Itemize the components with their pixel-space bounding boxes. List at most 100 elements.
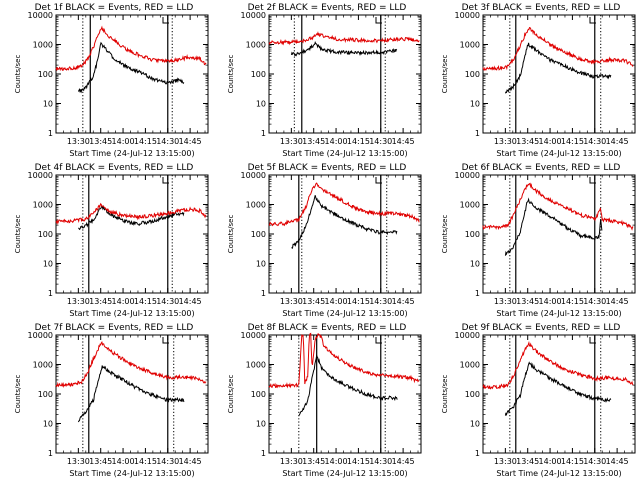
y-axis-label: Counts/sec xyxy=(14,55,22,94)
series-events-line xyxy=(77,41,185,94)
y-tick-label: 1000 xyxy=(460,41,480,50)
y-tick-label: 10000 xyxy=(241,331,266,340)
y-tick-label: 100 xyxy=(251,390,266,399)
x-tick-label: 14:00 xyxy=(112,457,135,466)
y-tick-label: 1 xyxy=(261,449,266,458)
x-tick-label: 14:00 xyxy=(325,137,348,146)
x-tick-label: 14:45 xyxy=(179,137,202,146)
y-tick-label: 1 xyxy=(261,129,266,138)
series-lld-line xyxy=(55,341,207,389)
x-tick-label: 14:45 xyxy=(392,457,415,466)
x-axis-label: Start Time (24-Jul-12 13:15:00) xyxy=(69,309,194,318)
y-tick-label: 10000 xyxy=(455,171,480,180)
y-tick-label: 10 xyxy=(470,260,480,269)
y-tick-label: 1 xyxy=(48,129,53,138)
x-tick-label: 14:15 xyxy=(134,297,157,306)
series-lld-line xyxy=(268,31,420,46)
y-tick-label: 1 xyxy=(48,449,53,458)
x-tick-label: 13:45 xyxy=(302,457,325,466)
x-axis-label: Start Time (24-Jul-12 13:15:00) xyxy=(282,469,407,478)
series-events-line xyxy=(291,195,398,249)
panel-title: Det 3f BLACK = Events, RED = LLD xyxy=(462,3,621,13)
series-lld-line xyxy=(55,202,207,225)
series-events-line xyxy=(77,365,185,423)
x-tick-label: 14:00 xyxy=(112,297,135,306)
x-tick-label: 14:15 xyxy=(347,137,370,146)
x-axis-label: Start Time (24-Jul-12 13:15:00) xyxy=(496,149,621,158)
chart-panel-6: Det 6f BLACK = Events, RED = LLD Counts/s… xyxy=(441,163,636,318)
x-tick-label: 14:45 xyxy=(392,297,415,306)
y-tick-label: 1 xyxy=(475,289,480,298)
x-tick-label: 14:15 xyxy=(561,137,584,146)
corner-marker xyxy=(162,17,169,24)
panel-grid: Det 1f BLACK = Events, RED = LLD Counts/s… xyxy=(14,3,636,478)
corner-marker xyxy=(589,177,596,184)
y-tick-label: 10 xyxy=(256,420,266,429)
x-tick-label: 13:30 xyxy=(280,137,303,146)
x-tick-label: 14:00 xyxy=(539,297,562,306)
corner-marker xyxy=(162,337,169,344)
y-tick-label: 1000 xyxy=(33,41,53,50)
y-tick-label: 1000 xyxy=(246,201,266,210)
chart-panel-3: Det 3f BLACK = Events, RED = LLD Counts/s… xyxy=(441,3,636,158)
x-tick-label: 13:30 xyxy=(494,457,517,466)
x-axis-label: Start Time (24-Jul-12 13:15:00) xyxy=(69,469,194,478)
x-tick-label: 14:30 xyxy=(583,137,606,146)
corner-marker xyxy=(589,337,596,344)
x-tick-label: 13:30 xyxy=(494,297,517,306)
x-tick-label: 13:30 xyxy=(280,297,303,306)
y-axis-label: Counts/sec xyxy=(227,55,235,94)
chart-panel-2: Det 2f BLACK = Events, RED = LLD Counts/s… xyxy=(227,3,422,158)
series-lld-line xyxy=(55,25,207,72)
y-tick-label: 10 xyxy=(470,100,480,109)
y-tick-label: 1000 xyxy=(246,41,266,50)
x-tick-label: 14:15 xyxy=(561,457,584,466)
chart-panel-5: Det 5f BLACK = Events, RED = LLD Counts/s… xyxy=(227,163,422,318)
x-tick-label: 13:30 xyxy=(67,457,90,466)
x-tick-label: 14:45 xyxy=(606,137,629,146)
series-events-line xyxy=(504,197,603,256)
x-tick-label: 14:45 xyxy=(179,457,202,466)
chart-panel-7: Det 7f BLACK = Events, RED = LLD Counts/s… xyxy=(14,323,209,478)
series-events-line xyxy=(298,353,398,416)
y-tick-label: 1000 xyxy=(33,361,53,370)
x-tick-label: 13:30 xyxy=(280,457,303,466)
y-tick-label: 1000 xyxy=(460,361,480,370)
x-tick-label: 14:30 xyxy=(369,137,392,146)
y-tick-label: 100 xyxy=(38,390,53,399)
x-tick-label: 14:30 xyxy=(369,457,392,466)
corner-marker xyxy=(375,177,382,184)
y-axis-label: Counts/sec xyxy=(441,55,449,94)
corner-marker xyxy=(589,17,596,24)
x-axis-label: Start Time (24-Jul-12 13:15:00) xyxy=(496,469,621,478)
panel-title: Det 9f BLACK = Events, RED = LLD xyxy=(462,323,621,333)
x-axis-label: Start Time (24-Jul-12 13:15:00) xyxy=(69,149,194,158)
y-axis-label: Counts/sec xyxy=(441,375,449,414)
chart-panel-4: Det 4f BLACK = Events, RED = LLD Counts/s… xyxy=(14,163,209,318)
y-tick-label: 100 xyxy=(38,70,53,79)
x-tick-label: 14:30 xyxy=(369,297,392,306)
x-tick-label: 14:30 xyxy=(583,297,606,306)
y-tick-label: 10000 xyxy=(241,11,266,20)
x-tick-label: 14:00 xyxy=(112,137,135,146)
x-tick-label: 14:30 xyxy=(156,137,179,146)
x-tick-label: 14:15 xyxy=(134,137,157,146)
y-axis-label: Counts/sec xyxy=(227,215,235,254)
y-tick-label: 1000 xyxy=(33,201,53,210)
x-tick-label: 13:30 xyxy=(67,297,90,306)
x-tick-label: 14:00 xyxy=(325,297,348,306)
x-axis-label: Start Time (24-Jul-12 13:15:00) xyxy=(282,309,407,318)
corner-marker xyxy=(375,337,382,344)
series-lld-line xyxy=(482,182,634,231)
x-tick-label: 14:45 xyxy=(606,457,629,466)
y-tick-label: 100 xyxy=(465,390,480,399)
x-tick-label: 14:15 xyxy=(134,457,157,466)
x-tick-label: 13:30 xyxy=(67,137,90,146)
chart-panel-9: Det 9f BLACK = Events, RED = LLD Counts/s… xyxy=(441,323,636,478)
series-events-line xyxy=(504,42,612,94)
panel-title: Det 2f BLACK = Events, RED = LLD xyxy=(248,3,407,13)
y-axis-label: Counts/sec xyxy=(441,215,449,254)
x-tick-label: 13:45 xyxy=(516,457,539,466)
